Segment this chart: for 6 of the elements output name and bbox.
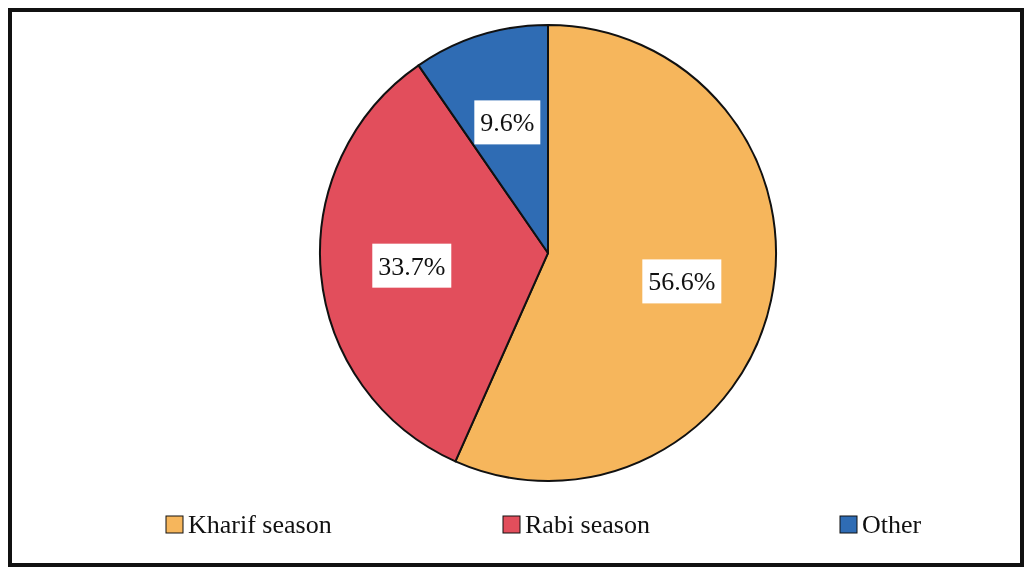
legend-label: Kharif season (188, 510, 332, 539)
legend-label: Rabi season (525, 510, 650, 539)
legend-label: Other (862, 510, 922, 539)
data-label: 9.6% (480, 108, 535, 138)
data-label: 56.6% (648, 267, 716, 297)
data-label: 33.7% (378, 251, 446, 281)
